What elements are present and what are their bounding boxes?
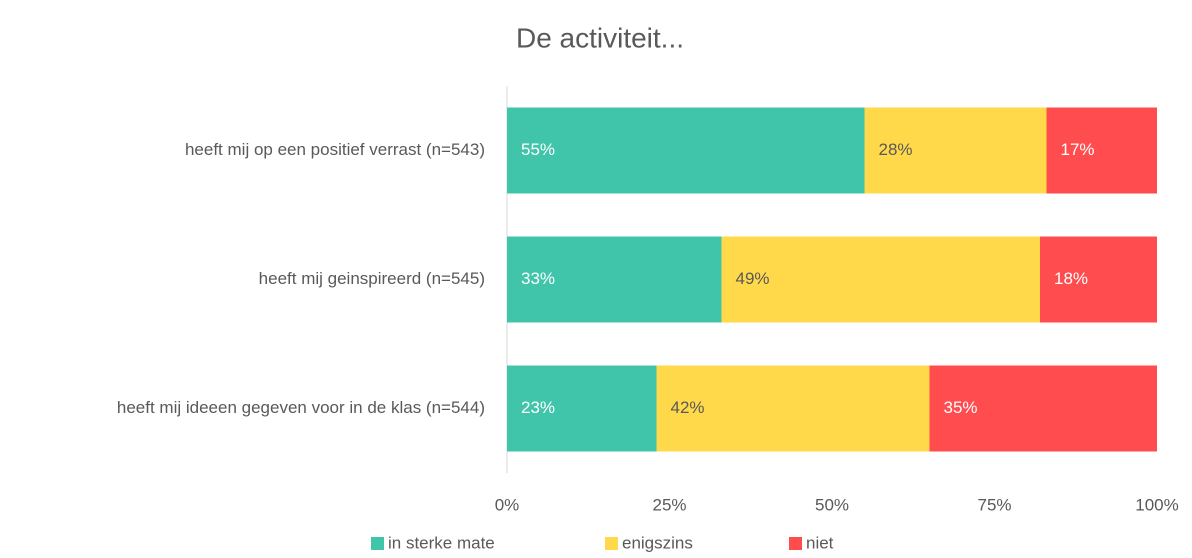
- x-tick-label: 50%: [815, 495, 849, 514]
- bar-segment: [864, 107, 1047, 194]
- legend-swatch: [789, 537, 802, 550]
- data-label: 28%: [879, 140, 913, 159]
- x-tick-label: 25%: [652, 495, 686, 514]
- legend-label: enigszins: [622, 533, 693, 552]
- data-label: 42%: [671, 398, 705, 417]
- data-label: 49%: [736, 269, 770, 288]
- bar-segment: [507, 107, 865, 194]
- data-label: 17%: [1061, 140, 1095, 159]
- legend-label: niet: [806, 533, 834, 552]
- legend-label: in sterke mate: [388, 533, 495, 552]
- bar-segment: [721, 236, 1040, 323]
- x-tick-label: 0%: [495, 495, 520, 514]
- legend-swatch: [605, 537, 618, 550]
- bar-segment: [929, 365, 1157, 452]
- bar-segment: [1040, 236, 1157, 323]
- bar-segment: [656, 365, 930, 452]
- x-tick-label: 100%: [1135, 495, 1178, 514]
- data-label: 18%: [1054, 269, 1088, 288]
- bar-segment: [1046, 107, 1157, 194]
- bar-segment: [507, 236, 722, 323]
- data-label: 55%: [521, 140, 555, 159]
- data-label: 35%: [944, 398, 978, 417]
- data-label: 23%: [521, 398, 555, 417]
- category-label: heeft mij geinspireerd (n=545): [259, 269, 485, 288]
- bar-segment: [507, 365, 657, 452]
- legend-swatch: [371, 537, 384, 550]
- category-label: heeft mij ideeen gegeven voor in de klas…: [117, 398, 485, 417]
- chart-title: De activiteit...: [516, 22, 684, 53]
- category-label: heeft mij op een positief verrast (n=543…: [185, 140, 485, 159]
- data-label: 33%: [521, 269, 555, 288]
- x-tick-label: 75%: [977, 495, 1011, 514]
